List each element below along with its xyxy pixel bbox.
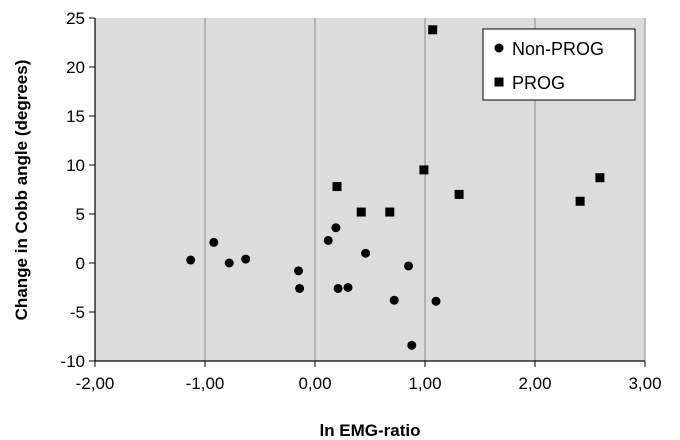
point-non-prog xyxy=(333,283,343,293)
y-tick-label: 15 xyxy=(66,107,85,126)
point-non-prog xyxy=(407,340,417,350)
point-prog xyxy=(332,182,342,192)
point-prog xyxy=(575,196,585,206)
y-tick-label: -5 xyxy=(70,303,85,322)
point-prog xyxy=(385,207,395,217)
data-points xyxy=(186,25,605,350)
point-non-prog xyxy=(323,235,333,245)
legend-box xyxy=(482,28,636,101)
y-tick-label: 20 xyxy=(66,58,85,77)
point-non-prog xyxy=(404,261,413,271)
legend: Non-PROG PROG xyxy=(482,28,636,101)
point-prog xyxy=(595,173,605,183)
point-non-prog xyxy=(331,223,341,233)
axes xyxy=(89,17,646,367)
legend-label-prog: PROG xyxy=(512,73,565,93)
point-prog xyxy=(356,207,366,217)
point-prog xyxy=(454,189,464,199)
point-non-prog xyxy=(389,295,399,305)
x-axis-title: ln EMG-ratio xyxy=(319,421,420,440)
point-non-prog xyxy=(186,255,196,265)
legend-marker-non-prog xyxy=(494,43,504,53)
point-prog xyxy=(428,25,438,35)
x-tick-labels: -2,00 -1,00 0,00 1,00 2,00 3,00 xyxy=(76,374,662,393)
point-non-prog xyxy=(431,296,441,306)
legend-label-non-prog: Non-PROG xyxy=(512,39,604,59)
y-tick-label: -10 xyxy=(60,352,85,371)
x-tick-label: 1,00 xyxy=(408,374,441,393)
x-tick-label: -1,00 xyxy=(186,374,225,393)
y-axis-title: Change in Cobb angle (degrees) xyxy=(12,60,31,321)
point-non-prog xyxy=(294,266,303,276)
point-non-prog xyxy=(343,283,353,292)
y-tick-label: 5 xyxy=(76,205,85,224)
point-non-prog xyxy=(295,283,305,293)
x-tick-label: 3,00 xyxy=(628,374,661,393)
point-non-prog xyxy=(224,258,234,268)
y-tick-label: 10 xyxy=(66,156,85,175)
x-tick-label: 0,00 xyxy=(298,374,331,393)
y-tick-label: 25 xyxy=(66,9,85,28)
x-tick-label: 2,00 xyxy=(518,374,551,393)
y-tick-labels: -10 -5 0 5 10 15 20 25 xyxy=(60,9,85,371)
point-non-prog xyxy=(209,237,219,247)
point-prog xyxy=(419,165,429,175)
x-tick-label: -2,00 xyxy=(76,374,115,393)
point-non-prog xyxy=(361,248,371,258)
point-non-prog xyxy=(241,254,251,264)
legend-marker-prog xyxy=(494,77,504,87)
y-tick-label: 0 xyxy=(76,254,85,273)
